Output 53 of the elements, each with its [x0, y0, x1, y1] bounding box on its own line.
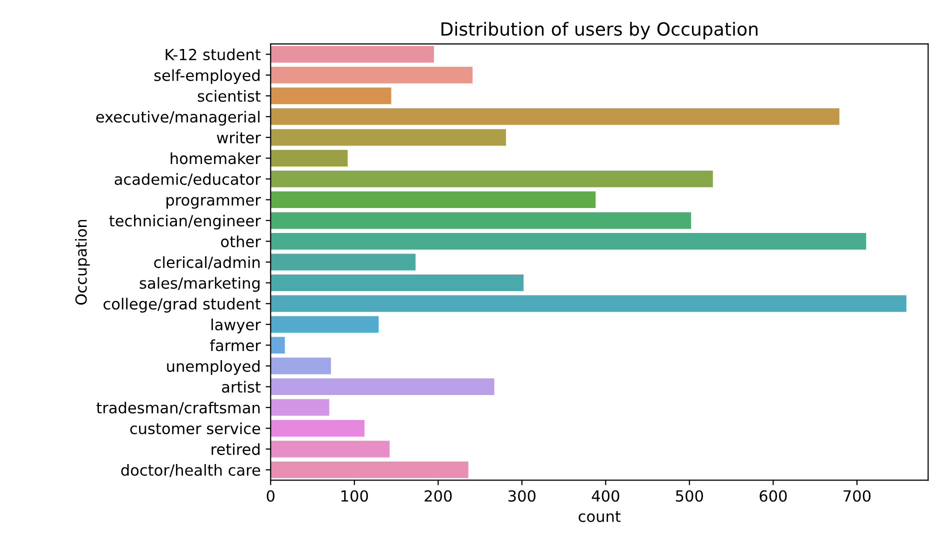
y-tick-label: customer service	[130, 422, 260, 434]
y-tick-label: K-12 student	[166, 48, 261, 60]
bar	[270, 440, 390, 458]
y-tick-label: programmer	[166, 196, 261, 209]
x-tick-label: 300	[508, 490, 536, 502]
bar	[270, 212, 692, 229]
bar	[270, 295, 906, 312]
bar	[270, 191, 596, 208]
bar	[270, 88, 392, 104]
chart-title: Distribution of users by Occupation	[442, 22, 758, 40]
y-tick-label: farmer	[210, 339, 261, 352]
x-axis-title: count	[578, 511, 621, 522]
y-tick-label: executive/managerial	[96, 110, 260, 126]
y-tick-label: artist	[222, 380, 261, 393]
bar	[270, 316, 379, 333]
bar	[270, 378, 494, 396]
bar	[270, 108, 840, 125]
bar	[270, 420, 364, 437]
y-tick-label: technician/engineer	[109, 214, 261, 230]
bar	[270, 462, 468, 478]
y-tick-label: doctor/health care	[121, 464, 260, 478]
bar	[270, 399, 330, 416]
x-tick-label: 0	[266, 490, 274, 502]
x-tick-label: 200	[424, 490, 452, 502]
y-tick-label: lawyer	[212, 318, 261, 334]
y-tick-label: tradesman/craftsman	[96, 402, 260, 415]
bar	[270, 336, 285, 354]
y-tick-label: writer	[216, 132, 261, 144]
y-tick-label: sales/marketing	[140, 277, 260, 292]
y-tick-label: homemaker	[170, 152, 261, 164]
bar	[270, 170, 713, 188]
x-tick-label: 500	[676, 490, 703, 502]
bar	[270, 358, 331, 374]
bar	[270, 254, 416, 270]
y-tick-label: unemployed	[167, 360, 260, 375]
y-tick-label: academic/educator	[114, 173, 261, 186]
y-tick-label: other	[221, 235, 261, 248]
y-tick-label: retired	[212, 443, 260, 456]
x-tick-label: 600	[760, 490, 787, 502]
x-tick-label: 400	[592, 490, 620, 502]
bar	[270, 150, 348, 166]
y-tick-label: scientist	[198, 90, 261, 102]
bar	[270, 46, 434, 63]
bar	[270, 232, 866, 250]
y-tick-label: clerical/admin	[154, 256, 260, 270]
bar	[270, 274, 524, 292]
bar	[270, 129, 506, 146]
y-tick-label: self-employed	[154, 69, 260, 84]
x-tick-label: 700	[844, 490, 871, 502]
x-tick-label: 100	[341, 490, 368, 502]
y-tick-label: college/grad student	[104, 298, 261, 313]
bar	[270, 66, 472, 84]
y-axis-title: Occupation	[75, 220, 90, 305]
